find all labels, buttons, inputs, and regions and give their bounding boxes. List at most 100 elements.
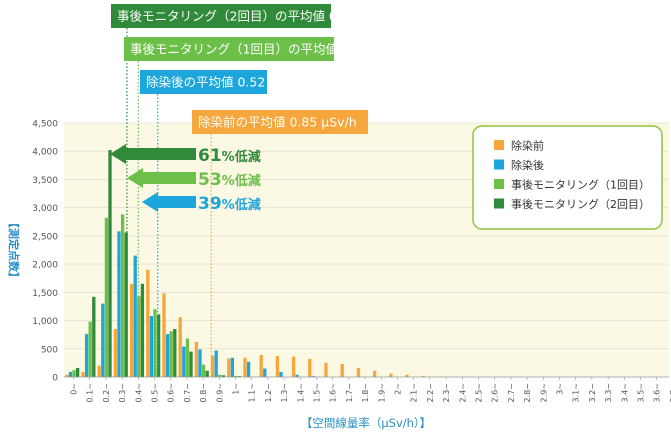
x-tick-label: 0.9~ (215, 383, 224, 402)
bar-1-3 (117, 231, 121, 377)
x-tick-label: 2.7~ (507, 383, 516, 402)
x-tick-label: 2~ (394, 383, 403, 395)
reduction-label: 53%低減 (198, 170, 261, 190)
legend-box (472, 125, 663, 230)
x-tick-label: 1.7~ (345, 383, 354, 402)
x-tick-labels: 0~ 0.1~ 0.2~ 0.3~ 0.4~ 0.5~ 0.6~ 0.7~ 0.8~ 0.9~ 1~… (70, 383, 671, 402)
bar-3-1 (92, 296, 96, 377)
reduction-label: 39%低減 (198, 194, 261, 214)
x-tick-label: 1.8~ (361, 383, 370, 402)
x-tick-label: 2.8~ (523, 383, 532, 402)
bar-1-11 (246, 361, 251, 377)
x-tick-label: 1.5~ (313, 383, 322, 402)
bar-0-15 (308, 358, 312, 377)
bar-0-21 (405, 374, 409, 377)
x-tick-label: 0.7~ (183, 383, 192, 402)
bar-0-0 (65, 374, 69, 377)
bar-0-3 (113, 329, 118, 377)
reduction-pct: 61 (198, 146, 222, 166)
reduction-unit: %低減 (222, 197, 261, 213)
bar-0-9 (210, 355, 215, 377)
average-label: 除染後の平均値 0.52 μSv/h (146, 75, 305, 90)
x-tick-label: 3.3~ (604, 383, 613, 402)
x-tick-label: 2.2~ (426, 383, 435, 402)
y-tick-label: 1,000 (32, 317, 58, 327)
bar-1-12 (263, 368, 267, 377)
reduction-pct: 53 (198, 170, 222, 190)
x-tick-label: 3.5~ (637, 383, 646, 402)
x-tick-label: 3~ (556, 383, 565, 395)
bar-0-1 (81, 371, 85, 377)
bar-1-0 (68, 371, 73, 377)
y-tick-label: 3,500 (32, 176, 58, 186)
reduction-arrow (142, 192, 196, 212)
bar-1-15 (311, 376, 316, 377)
bar-2-4 (137, 296, 141, 377)
bar-1-2 (101, 303, 105, 377)
x-tick-label: 0~ (70, 383, 79, 395)
bar-0-16 (324, 362, 328, 377)
bar-1-5 (149, 316, 154, 377)
x-tick-label: 1.2~ (264, 383, 273, 402)
x-tick-label: 0.8~ (199, 383, 208, 402)
x-axis (64, 376, 669, 380)
legend-label: 事後モニタリング（2回目） (511, 197, 650, 211)
x-tick-label: 1.1~ (248, 383, 257, 402)
legend-swatch (494, 198, 504, 209)
bar-2-1 (88, 321, 92, 377)
bar-1-6 (165, 334, 170, 377)
x-tick-label: 3.1~ (572, 383, 581, 402)
bar-0-6 (162, 293, 166, 377)
reduction-unit: %低減 (222, 173, 261, 189)
x-tick-label: 1.3~ (280, 383, 289, 402)
legend-label: 除染後 (511, 158, 544, 172)
legend-swatch (494, 179, 504, 189)
bar-2-7 (185, 338, 190, 377)
bar-0-14 (291, 356, 296, 377)
bar-0-10 (227, 358, 231, 377)
bar-3-2 (108, 150, 112, 377)
x-tick-label: 0.3~ (118, 383, 127, 402)
y-tick-label: 500 (41, 345, 58, 355)
y-tick-label: 4,000 (32, 148, 58, 158)
y-tick-label: 1,500 (32, 289, 58, 299)
bar-2-5 (153, 309, 157, 377)
y-tick-label: 2,000 (32, 261, 58, 271)
bar-3-5 (156, 314, 161, 377)
reduction-arrow (110, 144, 196, 164)
bar-3-4 (140, 283, 145, 377)
reduction-label: 61%低減 (198, 146, 261, 166)
bar-1-4 (133, 255, 137, 377)
bar-3-8 (205, 370, 209, 377)
y-tick-label: 3,000 (32, 204, 58, 214)
x-tick-label: 3.6~ (653, 383, 662, 402)
x-tick-label: 0.6~ (167, 383, 176, 402)
x-tick-label: 1.4~ (296, 383, 305, 402)
bar-1-9 (214, 350, 218, 377)
bar-1-10 (230, 357, 235, 377)
bar-2-2 (104, 217, 109, 377)
bar-3-6 (173, 329, 177, 377)
bar-3-10 (237, 376, 242, 377)
x-tick-label: 0.1~ (86, 383, 95, 402)
x-axis-label: 【空間線量率（μSv/h）】 (301, 416, 431, 430)
average-label: 事後モニタリング（1回目）の平均値 0.40 μSv/h (130, 42, 409, 57)
bar-0-2 (97, 365, 101, 377)
x-tick-label: 2.1~ (410, 383, 419, 402)
x-tick-label: 3.2~ (588, 383, 597, 402)
average-label-box (124, 37, 334, 61)
bar-0-4 (129, 283, 134, 377)
x-tick-label: 2.4~ (458, 383, 467, 402)
reduction-arrow (127, 168, 196, 188)
bar-0-13 (275, 356, 280, 377)
bar-2-0 (72, 370, 76, 377)
average-lines: 事後モニタリング（2回目）の平均値 0.33 μSv/h 事後モニタリング（1回目… (111, 4, 409, 377)
bar-3-7 (189, 351, 193, 377)
average-label-box (140, 70, 267, 94)
bar-0-19 (372, 370, 377, 377)
bar-0-8 (194, 342, 199, 377)
average-label-box (111, 4, 331, 28)
bar-1-13 (279, 371, 283, 377)
